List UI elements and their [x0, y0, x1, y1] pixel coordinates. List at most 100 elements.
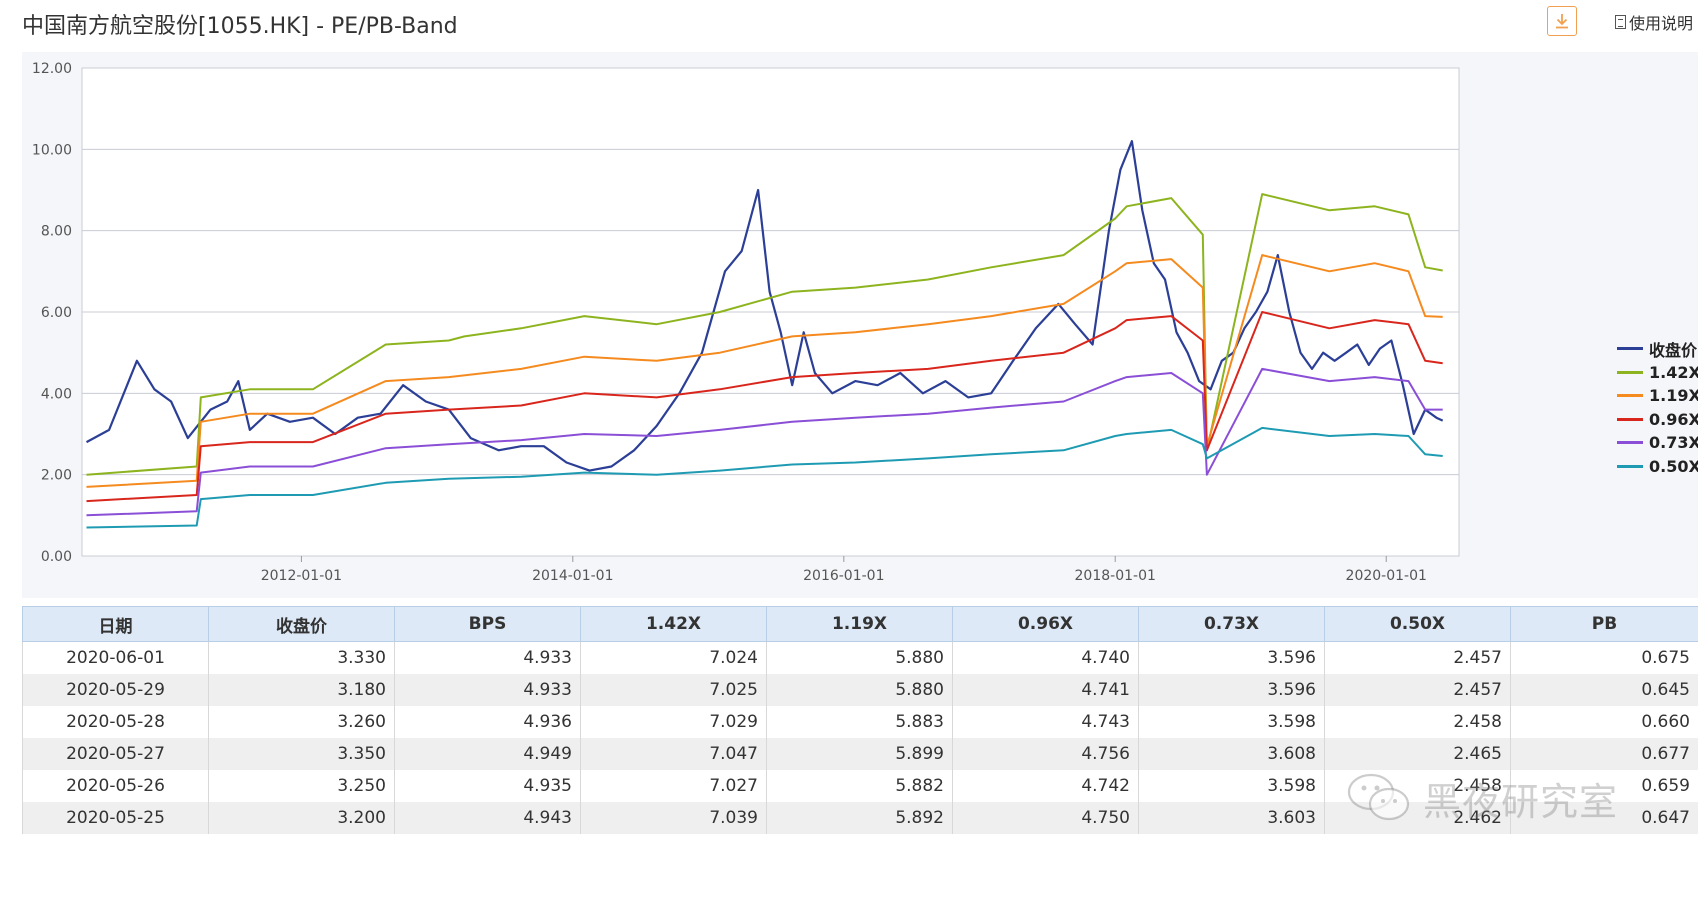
table-row: 2020-06-01 3.330 4.933 7.024 5.880 4.740 3.596… [22, 641, 1698, 674]
table-cell: 2020-05-29 [22, 674, 209, 706]
table-cell: 7.025 [580, 674, 767, 706]
x-tick-label: 2016-01-01 [803, 568, 884, 584]
table-cell: 2.457 [1324, 674, 1511, 706]
legend-item[interactable]: 收盘价 [1617, 337, 1698, 361]
column-header[interactable]: 1.42X [580, 606, 767, 642]
legend-item[interactable]: 0.50X [1617, 455, 1698, 479]
table-cell: 4.740 [952, 641, 1139, 674]
table-cell: 5.880 [766, 641, 953, 674]
table-cell: 5.892 [766, 802, 953, 834]
table-cell: 4.756 [952, 738, 1139, 770]
table-cell: 4.933 [394, 641, 581, 674]
table-cell: 4.935 [394, 770, 581, 802]
y-tick-label: 6.00 [41, 305, 72, 321]
legend-swatch [1617, 464, 1643, 468]
table-cell: 3.350 [208, 738, 395, 770]
legend-label: 0.73X [1649, 433, 1698, 453]
y-tick-label: 4.00 [41, 386, 72, 402]
table-cell: 0.675 [1510, 641, 1698, 674]
table-cell: 7.039 [580, 802, 767, 834]
table-row: 2020-05-27 3.350 4.949 7.047 5.899 4.756 3.608… [22, 738, 1698, 770]
column-header[interactable]: 收盘价 [208, 606, 395, 642]
legend-swatch [1617, 441, 1643, 445]
table-cell: 2.458 [1324, 706, 1511, 738]
table-cell: 7.024 [580, 641, 767, 674]
table-body: 2020-06-01 3.330 4.933 7.024 5.880 4.740 3.596… [22, 641, 1698, 834]
table-cell: 3.603 [1138, 802, 1325, 834]
table-cell: 2020-05-28 [22, 706, 209, 738]
table-cell: 7.027 [580, 770, 767, 802]
legend-item[interactable]: 0.73X [1617, 431, 1698, 455]
chart-svg: 12.00 10.00 8.00 6.00 4.00 2.00 0.00 2012-01-01… [32, 61, 1460, 584]
table-cell: 0.677 [1510, 738, 1698, 770]
axis-label-layer: 12.00 10.00 8.00 6.00 4.00 2.00 0.00 2012-01-01… [32, 61, 1427, 584]
chart-legend: 收盘价 1.42X 1.19X 0.96X 0.73X 0.50X [1617, 337, 1698, 478]
page-title: 中国南方航空股份[1055.HK] - PE/PB-Band [22, 14, 458, 39]
table-cell: 3.200 [208, 802, 395, 834]
grid-layer [81, 67, 1460, 562]
legend-item[interactable]: 0.96X [1617, 408, 1698, 432]
column-header[interactable]: 0.50X [1324, 606, 1511, 642]
table-cell: 4.943 [394, 802, 581, 834]
series-line-2 [86, 254, 1443, 488]
x-tick-label: 2020-01-01 [1346, 568, 1427, 584]
table-cell: 0.647 [1510, 802, 1698, 834]
x-tick-label: 2012-01-01 [261, 568, 342, 584]
series-line-0 [85, 140, 1444, 472]
column-header[interactable]: BPS [394, 606, 581, 642]
table-cell: 2.462 [1324, 802, 1511, 834]
column-header[interactable]: PB [1510, 606, 1698, 642]
column-header[interactable]: 日期 [22, 606, 209, 642]
table-cell: 0.660 [1510, 706, 1698, 738]
table-cell: 5.882 [766, 770, 953, 802]
table-row: 2020-05-29 3.180 4.933 7.025 5.880 4.741 3.596… [22, 674, 1698, 706]
table-cell: 2020-06-01 [22, 641, 209, 674]
table-cell: 4.742 [952, 770, 1139, 802]
table-cell: 2020-05-25 [22, 802, 209, 834]
table-cell: 3.330 [208, 641, 395, 674]
series-line-5 [86, 426, 1443, 529]
table-cell: 2020-05-27 [22, 738, 209, 770]
table-cell: 4.741 [952, 674, 1139, 706]
help-link[interactable]: 使用说明 [1615, 10, 1693, 34]
table-cell: 2020-05-26 [22, 770, 209, 802]
table-cell: 0.645 [1510, 674, 1698, 706]
legend-label: 1.19X [1649, 386, 1698, 406]
data-table: 日期 收盘价 BPS 1.42X 1.19X 0.96X 0.73X 0.50X PB 2020… [22, 606, 1698, 834]
table-cell: 7.029 [580, 706, 767, 738]
table-cell: 5.883 [766, 706, 953, 738]
series-line-4 [86, 367, 1443, 517]
table-cell: 3.260 [208, 706, 395, 738]
legend-label: 收盘价 [1649, 340, 1698, 360]
y-tick-label: 10.00 [32, 142, 72, 158]
download-button[interactable] [1547, 6, 1577, 36]
page-header: 中国南方航空股份[1055.HK] - PE/PB-Band 使用说明 [0, 0, 1698, 52]
table-cell: 5.899 [766, 738, 953, 770]
table-row: 2020-05-25 3.200 4.943 7.039 5.892 4.750 3.603… [22, 802, 1698, 834]
table-cell: 3.608 [1138, 738, 1325, 770]
legend-label: 0.96X [1649, 409, 1698, 429]
table-cell: 2.457 [1324, 641, 1511, 674]
table-cell: 4.949 [394, 738, 581, 770]
legend-swatch [1617, 417, 1643, 421]
table-cell: 3.596 [1138, 674, 1325, 706]
table-cell: 0.659 [1510, 770, 1698, 802]
table-cell: 2.458 [1324, 770, 1511, 802]
legend-item[interactable]: 1.19X [1617, 384, 1698, 408]
y-tick-label: 2.00 [41, 468, 72, 484]
table-cell: 4.933 [394, 674, 581, 706]
column-header[interactable]: 1.19X [766, 606, 953, 642]
table-cell: 3.598 [1138, 770, 1325, 802]
table-cell: 4.750 [952, 802, 1139, 834]
column-header[interactable]: 0.73X [1138, 606, 1325, 642]
column-header[interactable]: 0.96X [952, 606, 1139, 642]
series-line-3 [86, 311, 1443, 503]
help-label: 使用说明 [1629, 14, 1694, 33]
table-cell: 3.180 [208, 674, 395, 706]
pb-band-chart: 12.00 10.00 8.00 6.00 4.00 2.00 0.00 2012-01-01… [22, 52, 1698, 598]
table-cell: 7.047 [580, 738, 767, 770]
table-row: 2020-05-26 3.250 4.935 7.027 5.882 4.742 3.598… [22, 770, 1698, 802]
legend-swatch [1617, 394, 1643, 398]
table-cell: 3.596 [1138, 641, 1325, 674]
legend-item[interactable]: 1.42X [1617, 361, 1698, 385]
